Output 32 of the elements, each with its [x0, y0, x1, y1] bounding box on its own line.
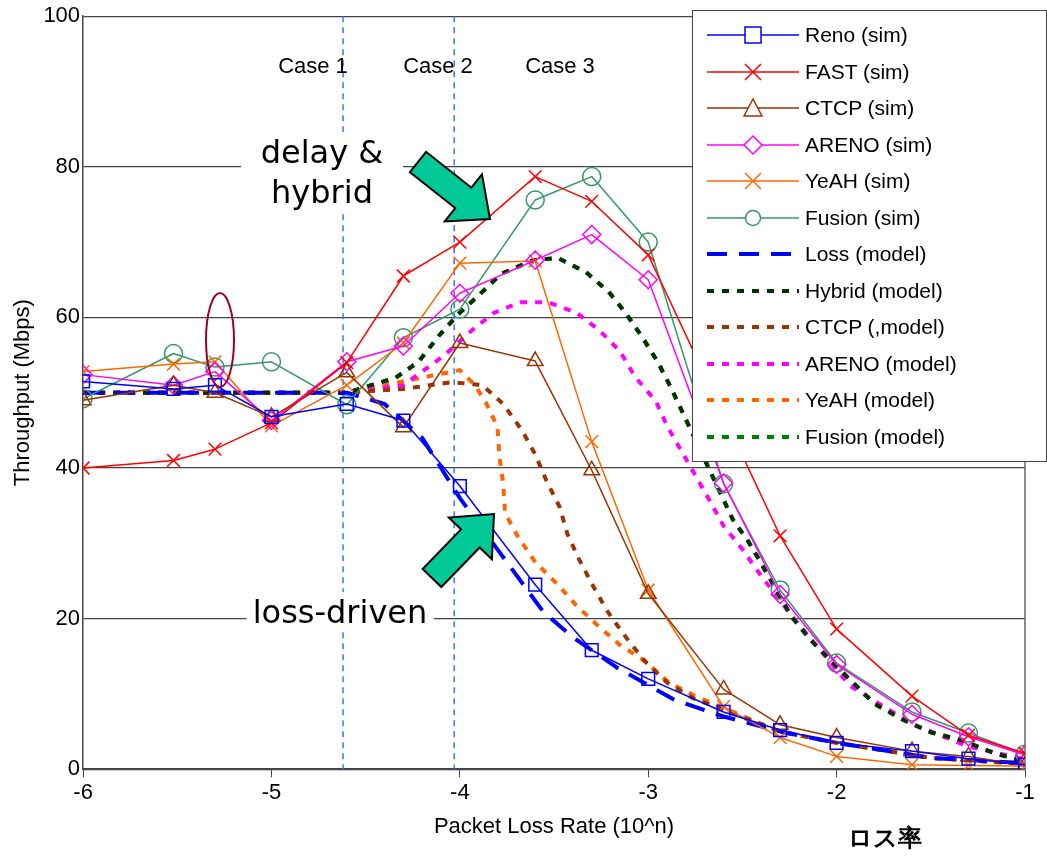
annotation: Case 1 — [278, 53, 348, 79]
legend-label: Fusion (model) — [805, 424, 946, 449]
annotation: delay & hybrid — [241, 132, 403, 212]
annotation: Case 2 — [403, 53, 473, 79]
x-tick-label: -5 — [261, 779, 282, 805]
y-tick-label: 100 — [43, 2, 81, 28]
legend-label: Fusion (sim) — [805, 205, 921, 230]
legend-label: YeAH (model) — [805, 388, 935, 413]
y-tick-label: 40 — [55, 454, 81, 480]
annotation: loss-driven — [246, 592, 434, 632]
legend-label: ARENO (model) — [805, 351, 957, 376]
legend-label: Reno (sim) — [805, 23, 908, 48]
legend-label: FAST (sim) — [805, 59, 910, 84]
y-tick-label: 60 — [55, 303, 81, 329]
x-tick-label: -1 — [1015, 779, 1035, 805]
x-tick-label: -3 — [638, 779, 659, 805]
text: ロス率 — [848, 823, 922, 854]
legend-label: YeAH (sim) — [805, 169, 911, 194]
legend-label: CTCP (sim) — [805, 96, 915, 121]
x-tick-label: -6 — [73, 779, 93, 805]
y-tick-label: 80 — [55, 152, 81, 178]
legend-label: Loss (model) — [805, 242, 927, 267]
x-tick-label: -4 — [450, 779, 470, 805]
y-tick-label: 0 — [67, 755, 81, 781]
legend-label: Hybrid (model) — [805, 278, 943, 303]
x-tick-label: -2 — [826, 779, 847, 805]
y-tick-label: 20 — [55, 604, 81, 630]
y-axis-title: Throughput (Mbps) — [9, 299, 35, 487]
x-axis-title: Packet Loss Rate (10^n) — [433, 812, 675, 838]
legend-label: ARENO (sim) — [805, 132, 933, 157]
legend-label: CTCP (,model) — [805, 315, 945, 340]
annotation: Case 3 — [525, 53, 595, 79]
